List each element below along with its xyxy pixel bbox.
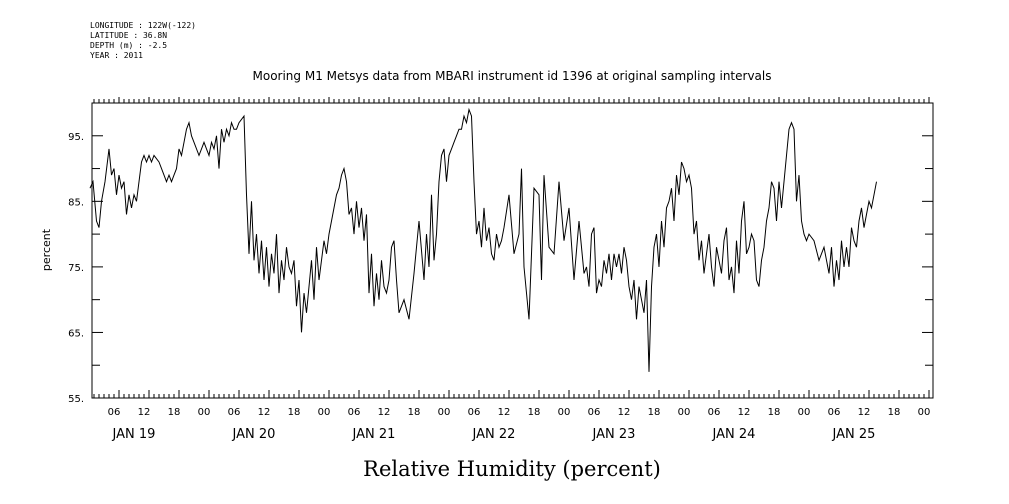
x-hour-label: 00 bbox=[438, 407, 451, 418]
x-day-label: JAN 25 bbox=[832, 427, 876, 442]
x-day-label: JAN 24 bbox=[712, 427, 756, 442]
metadata-depth: DEPTH (m) : -2.5 bbox=[90, 41, 168, 50]
x-hour-label: 00 bbox=[318, 407, 331, 418]
x-hour-label: 18 bbox=[888, 407, 901, 418]
x-axis-minor-ticks bbox=[93, 99, 925, 398]
x-hour-label: 12 bbox=[498, 407, 511, 418]
y-tick-label: 65. bbox=[68, 328, 84, 339]
metadata-header: LONGITUDE : 122W(-122) LATITUDE : 36.8N … bbox=[90, 21, 196, 61]
x-hour-label: 12 bbox=[618, 407, 631, 418]
x-hour-label: 00 bbox=[918, 407, 931, 418]
y-tick-label: 85. bbox=[68, 197, 84, 208]
x-hour-label: 06 bbox=[708, 407, 721, 418]
x-day-label: JAN 21 bbox=[352, 427, 396, 442]
y-tick-label: 95. bbox=[68, 132, 84, 143]
x-day-label: JAN 20 bbox=[232, 427, 276, 442]
x-hour-label: 00 bbox=[558, 407, 571, 418]
x-hour-label: 06 bbox=[348, 407, 361, 418]
x-hour-label: 12 bbox=[378, 407, 391, 418]
y-tick-label: 75. bbox=[68, 263, 84, 274]
x-hour-label: 18 bbox=[528, 407, 541, 418]
x-hour-label: 06 bbox=[108, 407, 121, 418]
x-axis-label: Relative Humidity (percent) bbox=[363, 457, 661, 481]
metadata-latitude: LATITUDE : 36.8N bbox=[90, 31, 168, 40]
humidity-series-line bbox=[89, 107, 877, 372]
metadata-longitude: LONGITUDE : 122W(-122) bbox=[90, 21, 196, 30]
x-hour-label: 18 bbox=[168, 407, 181, 418]
plot-frame bbox=[91, 102, 934, 399]
x-hour-label: 18 bbox=[768, 407, 781, 418]
chart-title: Mooring M1 Metsys data from MBARI instru… bbox=[253, 69, 772, 83]
x-hour-label: 12 bbox=[738, 407, 751, 418]
x-hour-label: 12 bbox=[858, 407, 871, 418]
x-hour-label: 18 bbox=[648, 407, 661, 418]
x-axis: 06 12 18 00 06 12 18 00 06 12 18 00 06 12 18 00 06 12 18 00… bbox=[108, 97, 931, 442]
x-hour-label: 18 bbox=[288, 407, 301, 418]
x-hour-label: 06 bbox=[588, 407, 601, 418]
x-day-label: JAN 22 bbox=[472, 427, 516, 442]
x-hour-label: 12 bbox=[138, 407, 151, 418]
x-hour-label: 06 bbox=[228, 407, 241, 418]
x-hour-label: 06 bbox=[828, 407, 841, 418]
x-day-label: JAN 23 bbox=[592, 427, 636, 442]
y-axis-label: percent bbox=[40, 228, 53, 271]
x-day-label: JAN 19 bbox=[112, 427, 156, 442]
x-hour-label: 12 bbox=[258, 407, 271, 418]
x-hour-label: 00 bbox=[798, 407, 811, 418]
x-hour-label: 18 bbox=[408, 407, 421, 418]
y-tick-label: 55. bbox=[68, 394, 84, 405]
y-axis: 95. 85. 75. 65. 55. bbox=[68, 102, 933, 405]
x-hour-label: 00 bbox=[198, 407, 211, 418]
metadata-year: YEAR : 2011 bbox=[90, 51, 143, 60]
x-hour-label: 00 bbox=[678, 407, 691, 418]
x-hour-label: 06 bbox=[468, 407, 481, 418]
